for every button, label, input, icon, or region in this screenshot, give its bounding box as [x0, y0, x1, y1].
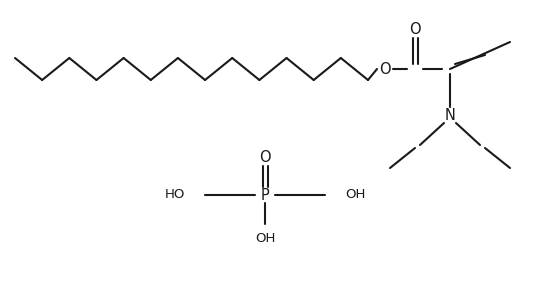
- Text: N: N: [445, 108, 455, 122]
- Text: OH: OH: [345, 188, 365, 202]
- Text: O: O: [379, 61, 391, 76]
- Text: OH: OH: [255, 232, 275, 245]
- Text: O: O: [259, 150, 271, 166]
- Text: P: P: [260, 188, 269, 202]
- Text: O: O: [409, 23, 421, 37]
- Text: HO: HO: [165, 188, 185, 202]
